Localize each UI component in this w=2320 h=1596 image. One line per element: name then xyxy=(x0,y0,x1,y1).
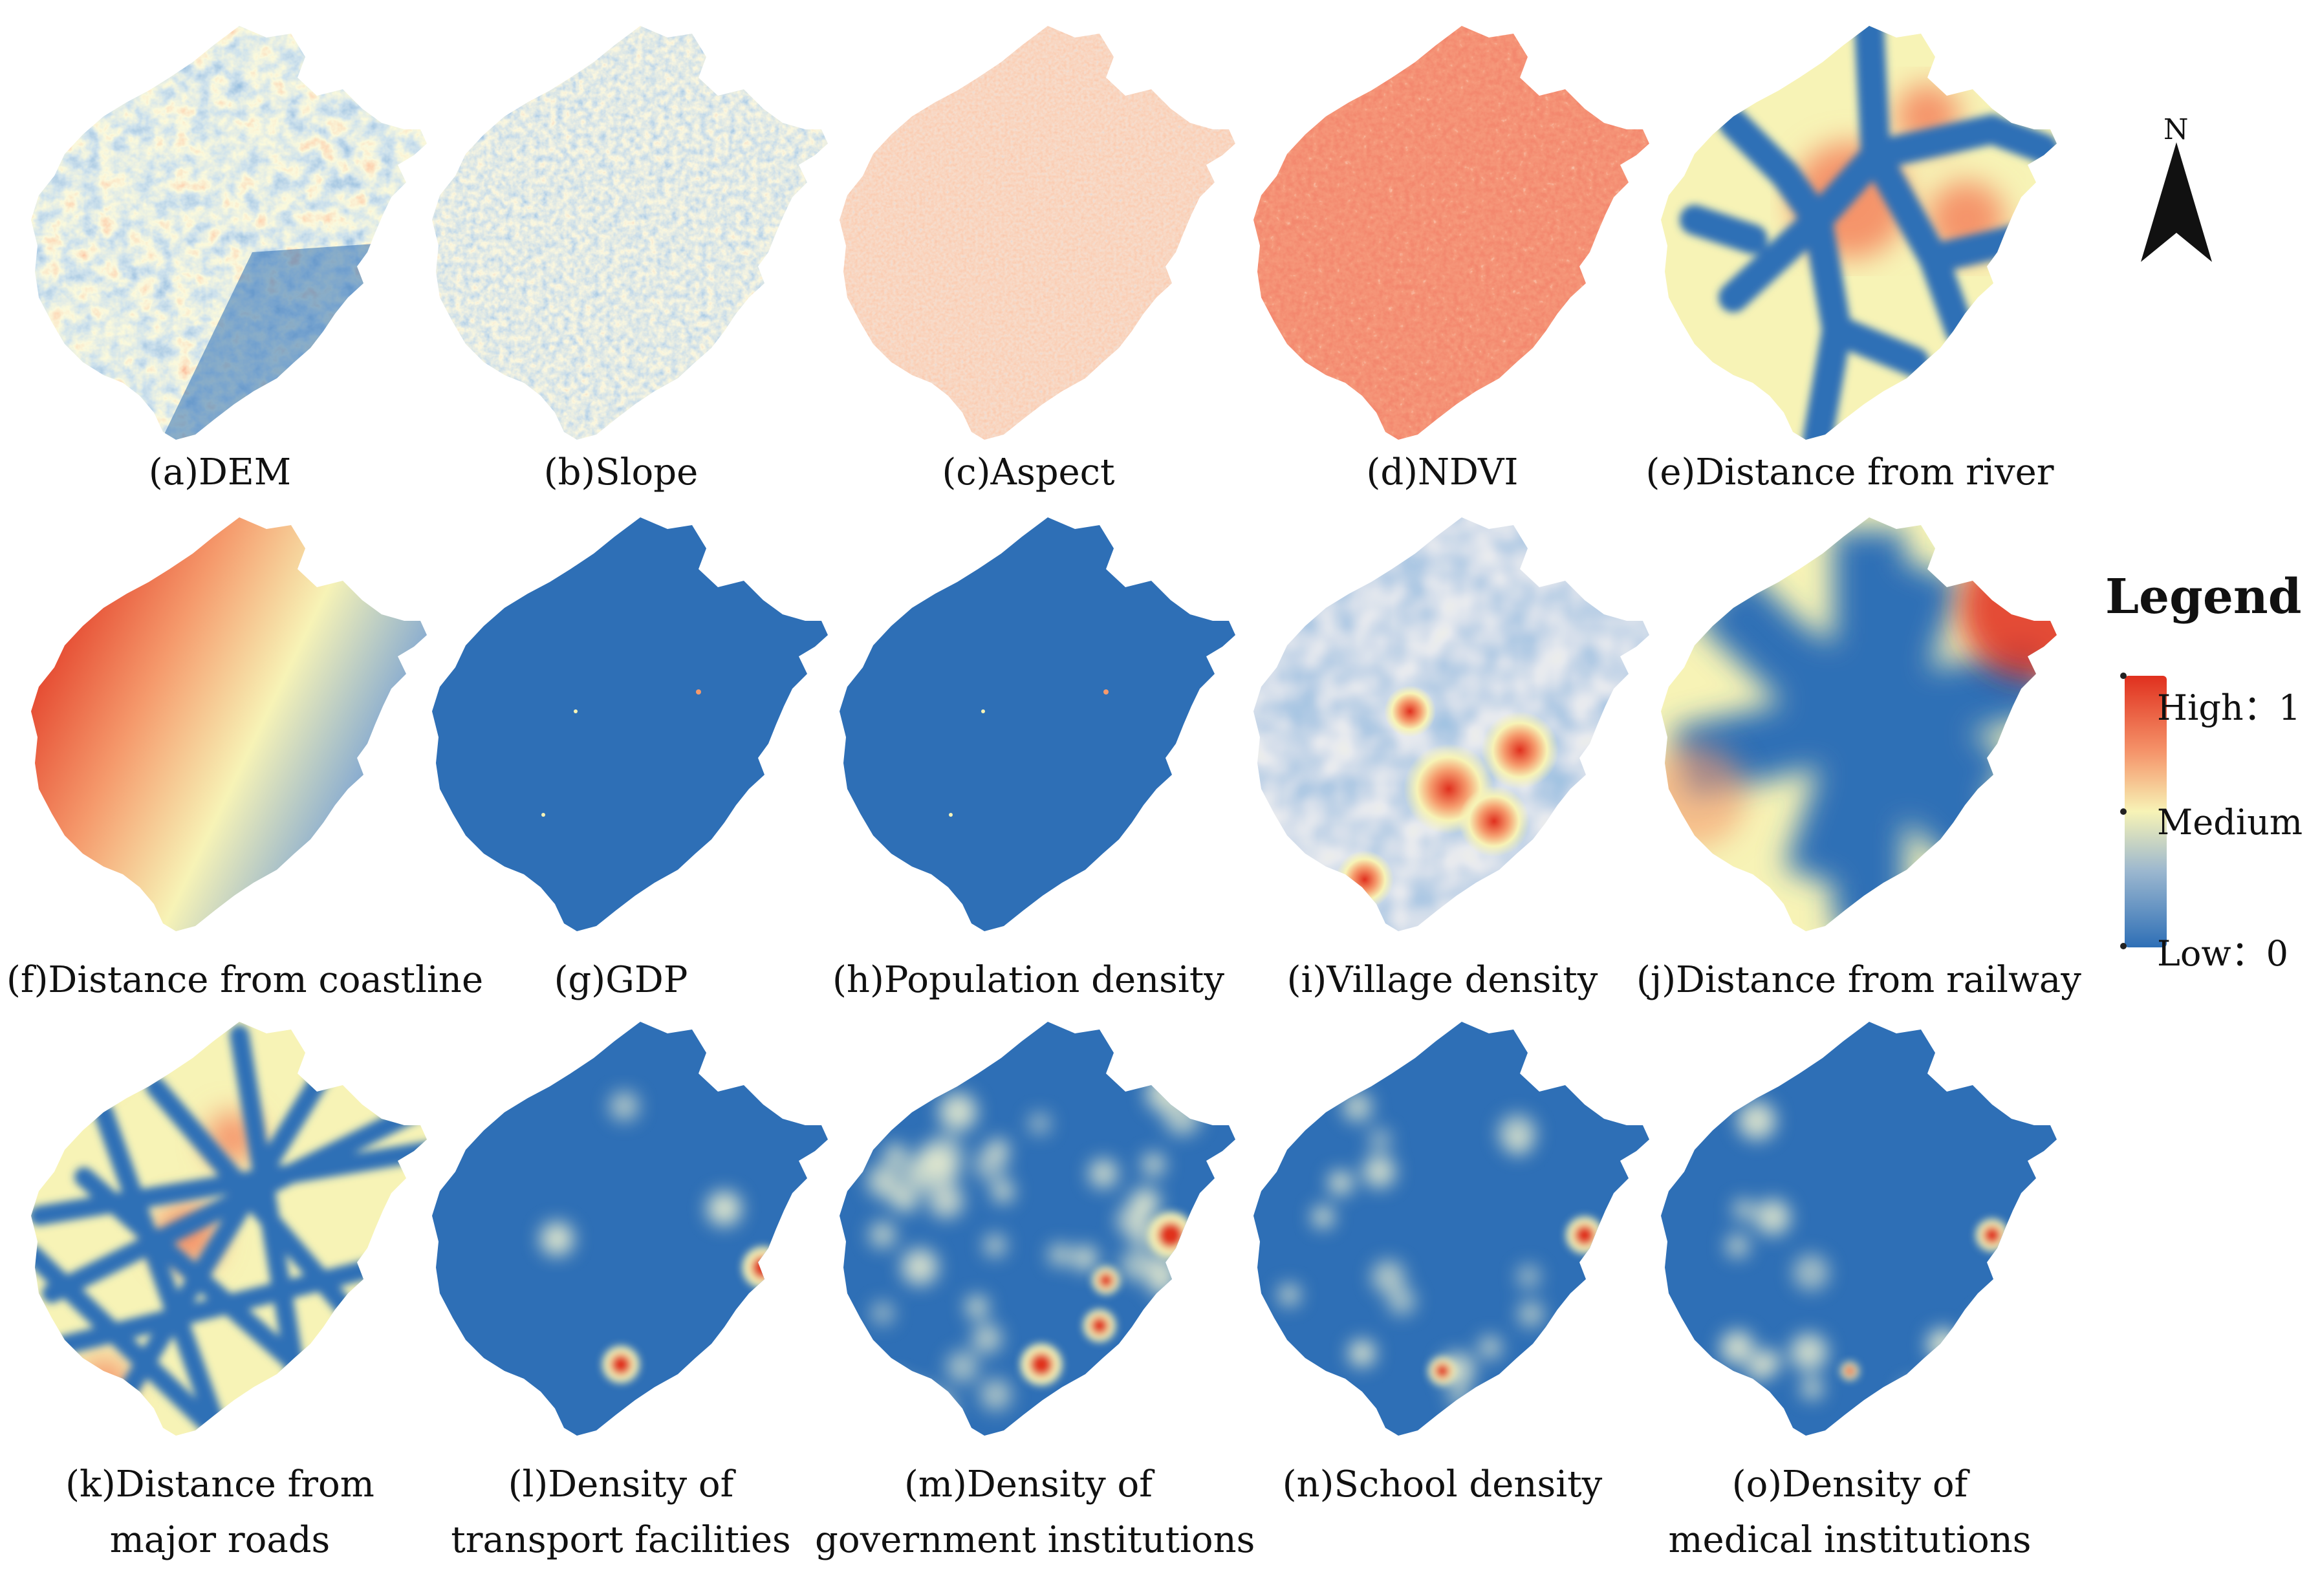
panel-caption-line1: (l)Density of xyxy=(508,1463,734,1505)
panel-caption: (d)NDVI xyxy=(1366,451,1519,493)
map-panel xyxy=(31,1022,427,1436)
panel-caption: (b)Slope xyxy=(543,451,699,493)
panel-caption-line1: (m)Density of xyxy=(904,1463,1153,1505)
panel-caption-line1: (o)Density of xyxy=(1731,1463,1968,1505)
panel-caption: (e)Distance from river xyxy=(1645,451,2054,493)
panel-caption: (k)Distance from major roads xyxy=(6,1461,433,1564)
panel-caption-line2: major roads xyxy=(109,1519,331,1561)
legend-color-ramp xyxy=(2125,676,2167,947)
map-panel xyxy=(432,517,828,931)
panel-caption-line1: (k)Distance from xyxy=(65,1463,374,1505)
map-panel xyxy=(1661,1022,2057,1436)
map-panel xyxy=(31,517,427,931)
north-arrow-icon xyxy=(2141,142,2212,262)
legend-title: Legend xyxy=(2105,569,2302,625)
panel-caption-line2: medical institutions xyxy=(1668,1519,2032,1561)
panel-caption: (j)Distance from railway xyxy=(1636,959,2081,1001)
north-arrow-label: N xyxy=(2163,113,2189,146)
legend-high-label: High：1 xyxy=(2157,687,2301,728)
panel-caption-line2: transport facilities xyxy=(451,1519,791,1561)
map-panel xyxy=(1661,517,2057,931)
panel-caption-line2: government institutions xyxy=(815,1519,1255,1561)
map-panel xyxy=(432,26,828,440)
panel-caption: (f)Distance from coastline xyxy=(6,959,484,1001)
map-panel xyxy=(1253,1022,1649,1436)
map-panel xyxy=(432,1022,828,1436)
map-panel xyxy=(840,26,1235,440)
legend-tick-medium xyxy=(2120,808,2127,815)
panel-caption: (i)Village density xyxy=(1286,959,1598,1001)
map-panel xyxy=(1253,26,1649,440)
panel-caption: (o)Density of medical institutions xyxy=(1636,1461,2063,1564)
panel-caption: (g)GDP xyxy=(554,959,688,1001)
panel-caption: (h)Population density xyxy=(832,959,1224,1001)
panel-caption: (m)Density of government institutions xyxy=(815,1461,1255,1564)
legend-medium-label: Medium xyxy=(2157,802,2303,843)
panel-caption: (c)Aspect xyxy=(942,451,1115,493)
panel-caption: (n)School density xyxy=(1282,1463,1603,1505)
map-panel xyxy=(840,517,1235,931)
panel-caption: (a)DEM xyxy=(148,451,292,493)
legend-tick-high xyxy=(2120,673,2127,679)
legend-tick-low xyxy=(2120,943,2127,949)
map-panel xyxy=(1661,26,2057,440)
legend-low-label: Low：0 xyxy=(2157,933,2288,974)
map-panel xyxy=(31,26,427,440)
map-panel xyxy=(1253,517,1649,931)
map-panel xyxy=(840,1022,1235,1436)
panel-caption: (l)Density of transport facilities xyxy=(407,1461,834,1564)
